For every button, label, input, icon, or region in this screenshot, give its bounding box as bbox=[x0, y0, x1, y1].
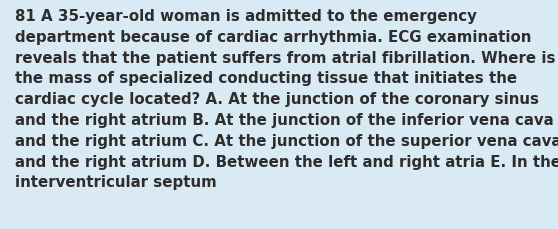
Text: 81 A 35-year-old woman is admitted to the emergency
department because of cardia: 81 A 35-year-old woman is admitted to th… bbox=[15, 9, 558, 189]
